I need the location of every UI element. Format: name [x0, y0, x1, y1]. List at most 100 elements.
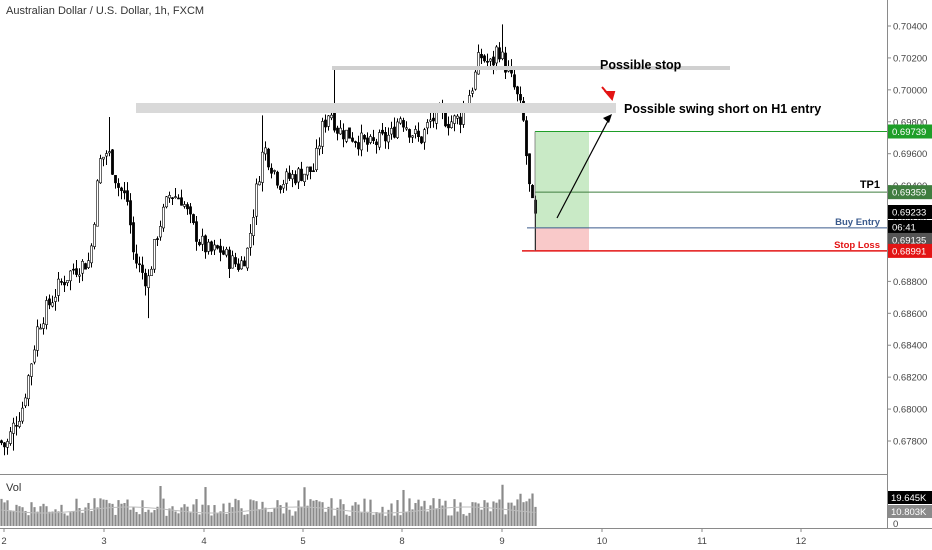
- candle-body: [114, 175, 117, 184]
- volume-bar: [399, 515, 402, 526]
- volume-bar: [402, 489, 405, 526]
- candle-body: [45, 300, 48, 325]
- volume-bar: [213, 505, 216, 526]
- volume-bar: [45, 506, 48, 526]
- candle-body: [132, 222, 135, 253]
- volume-bar: [312, 500, 315, 526]
- candle-body: [51, 302, 54, 307]
- resistance-band: [136, 103, 616, 113]
- candle-body: [288, 172, 291, 179]
- time-tick-label: 10: [597, 536, 608, 547]
- candle-body: [384, 132, 387, 142]
- candle-body: [33, 349, 36, 363]
- candle-body: [381, 129, 384, 134]
- candle-body: [240, 260, 243, 270]
- candle-body: [6, 441, 9, 448]
- candle-body: [336, 127, 339, 134]
- candle-body: [99, 158, 102, 184]
- candle-body: [501, 51, 504, 60]
- candle-body: [144, 272, 147, 287]
- candle-body: [3, 442, 6, 448]
- trade-arrow-head: [603, 114, 612, 123]
- candle-body: [444, 111, 447, 127]
- volume-bar: [147, 509, 150, 526]
- volume-bar: [60, 504, 63, 526]
- candle-body: [24, 397, 27, 407]
- candle-body: [276, 171, 279, 186]
- volume-bar: [306, 505, 309, 526]
- volume-bar: [324, 511, 327, 526]
- candle-body: [270, 167, 273, 174]
- candle-body: [330, 114, 333, 119]
- candle-body: [495, 46, 498, 64]
- volume-bar: [531, 493, 534, 526]
- volume-bar: [24, 510, 27, 526]
- volume-bar: [486, 502, 489, 526]
- volume-bar: [510, 502, 513, 526]
- candle-body: [72, 268, 75, 271]
- volume-bar: [222, 503, 225, 526]
- volume-bar: [12, 510, 15, 526]
- candle-body: [390, 128, 393, 135]
- volume-bar: [525, 501, 528, 526]
- annotation-stop-loss: Stop Loss: [834, 240, 880, 251]
- candle-body: [213, 244, 216, 251]
- volume-bar: [384, 515, 387, 526]
- volume-bar: [519, 493, 522, 526]
- volume-bar: [57, 511, 60, 526]
- volume-bar: [111, 503, 114, 526]
- candle-body: [102, 156, 105, 160]
- volume-bar: [249, 499, 252, 526]
- volume-bar: [513, 505, 516, 526]
- candle-body: [21, 407, 24, 422]
- volume-bar: [39, 506, 42, 526]
- volume-bar: [450, 515, 453, 526]
- candle-body: [30, 363, 33, 377]
- candle-body: [411, 135, 414, 138]
- candle-body: [261, 151, 264, 183]
- volume-bar: [69, 512, 72, 526]
- volume-bar: [438, 498, 441, 526]
- candle-body: [450, 121, 453, 128]
- volume-bar: [78, 508, 81, 526]
- vol-ma-label: 10.803K: [891, 507, 927, 518]
- candle-body: [87, 260, 90, 268]
- candle-body: [195, 221, 198, 242]
- candle-body: [423, 129, 426, 143]
- volume-bar: [405, 512, 408, 526]
- candle-body: [297, 168, 300, 183]
- volume-bar: [207, 505, 210, 526]
- candle-body: [405, 127, 408, 130]
- volume-bar: [54, 509, 57, 526]
- volume-bar: [264, 507, 267, 526]
- volume-bar: [534, 506, 537, 526]
- volume-bar: [192, 504, 195, 526]
- volume-bar: [507, 502, 510, 526]
- volume-bar: [441, 505, 444, 526]
- candle-body: [255, 183, 258, 217]
- volume-bar: [267, 511, 270, 526]
- volume-bar: [186, 506, 189, 526]
- candle-body: [414, 129, 417, 134]
- candle-body: [267, 148, 270, 168]
- target-price-label: 0.69739: [892, 127, 926, 138]
- price-tick-label: 0.67800: [893, 437, 927, 448]
- candle-body: [198, 241, 201, 246]
- volume-bar: [204, 487, 207, 526]
- volume-bar: [258, 509, 261, 526]
- volume-bar: [162, 498, 165, 526]
- candle-body: [504, 52, 507, 73]
- volume-bar: [93, 498, 96, 526]
- candle-body: [486, 60, 489, 63]
- candle-body: [225, 248, 228, 256]
- volume-bar: [354, 502, 357, 526]
- volume-bar: [315, 499, 318, 526]
- candle-body: [150, 268, 153, 276]
- volume-bar: [237, 500, 240, 526]
- volume-ma-line: [1, 506, 536, 514]
- volume-bar: [378, 513, 381, 526]
- price-tick-label: 0.68600: [893, 309, 927, 320]
- volume-bar: [168, 508, 171, 526]
- candle-body: [351, 137, 354, 142]
